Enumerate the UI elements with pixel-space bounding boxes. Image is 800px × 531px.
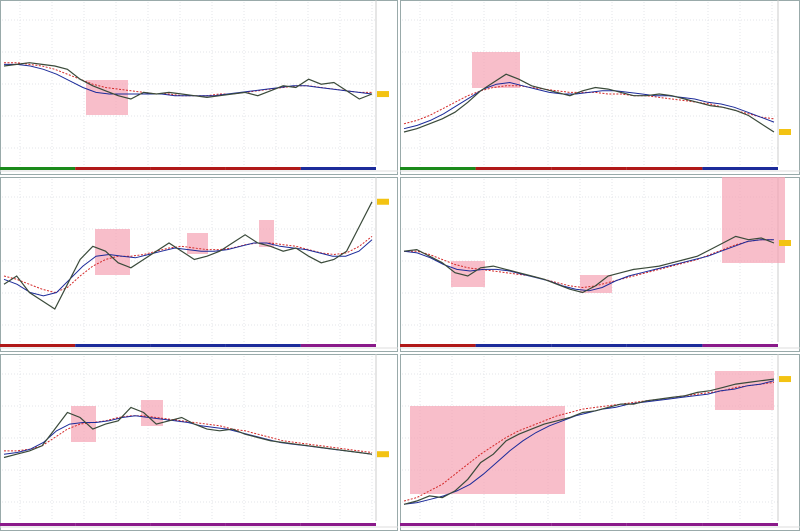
- time-bar: [75, 167, 151, 170]
- fast-ma: [403, 81, 775, 130]
- time-bar: [150, 344, 226, 347]
- price-tag: [779, 129, 791, 135]
- time-bar: [225, 523, 301, 526]
- window-frame: [0, 0, 398, 175]
- chart-window: [400, 354, 800, 531]
- time-bar: [702, 167, 778, 170]
- time-bar: [626, 344, 703, 347]
- price-line: [3, 406, 373, 459]
- chart-window: [400, 177, 800, 352]
- fast-ma: [4, 63, 373, 97]
- chart-window: [400, 0, 800, 175]
- price-tag: [377, 91, 389, 98]
- time-bar: [626, 523, 703, 526]
- slow-ma: [4, 415, 373, 453]
- time-bar: [225, 344, 301, 347]
- time-bar: [300, 167, 376, 170]
- time-bar: [150, 523, 226, 526]
- price-tag: [377, 451, 389, 458]
- highlight-zone: [95, 229, 130, 275]
- highlight-zone: [259, 220, 274, 247]
- highlight-zone: [187, 233, 208, 254]
- slow-ma: [403, 381, 775, 502]
- time-bar: [400, 344, 476, 347]
- price-line: [3, 62, 373, 100]
- highlight-zone: [722, 177, 785, 263]
- time-bar: [702, 523, 778, 526]
- time-bar: [475, 344, 552, 347]
- chart-window: [0, 177, 398, 352]
- price-line: [403, 235, 775, 294]
- time-bar: [626, 167, 703, 170]
- price-tag: [779, 376, 791, 383]
- price-line: [403, 73, 775, 133]
- time-bar: [0, 167, 76, 170]
- chart-window: [0, 354, 398, 531]
- time-bar: [400, 523, 476, 526]
- fast-ma: [3, 239, 373, 297]
- highlight-zone: [141, 400, 163, 426]
- time-bar: [150, 167, 226, 170]
- window-frame: [0, 177, 398, 352]
- highlight-zone: [71, 406, 96, 442]
- highlight-zone: [472, 52, 520, 88]
- price-tag: [779, 240, 791, 246]
- time-bar: [551, 167, 627, 170]
- time-bar: [225, 167, 301, 170]
- time-bar: [551, 523, 627, 526]
- price-line: [3, 201, 373, 310]
- chart-window: [0, 0, 398, 175]
- time-bar: [300, 523, 376, 526]
- price-tag: [377, 198, 389, 205]
- highlight-zone: [451, 261, 485, 287]
- time-bar: [702, 344, 778, 347]
- time-bar: [400, 167, 476, 170]
- time-bar: [0, 523, 76, 526]
- price-line: [403, 378, 775, 505]
- time-bar: [475, 523, 552, 526]
- time-bar: [551, 344, 627, 347]
- time-bar: [475, 167, 552, 170]
- slow-ma: [404, 239, 774, 289]
- fast-ma: [403, 239, 774, 292]
- window-frame: [0, 354, 398, 531]
- time-bar: [75, 523, 151, 526]
- time-bar: [75, 344, 151, 347]
- time-bar: [300, 344, 376, 347]
- fast-ma: [403, 380, 775, 505]
- time-bar: [0, 344, 76, 347]
